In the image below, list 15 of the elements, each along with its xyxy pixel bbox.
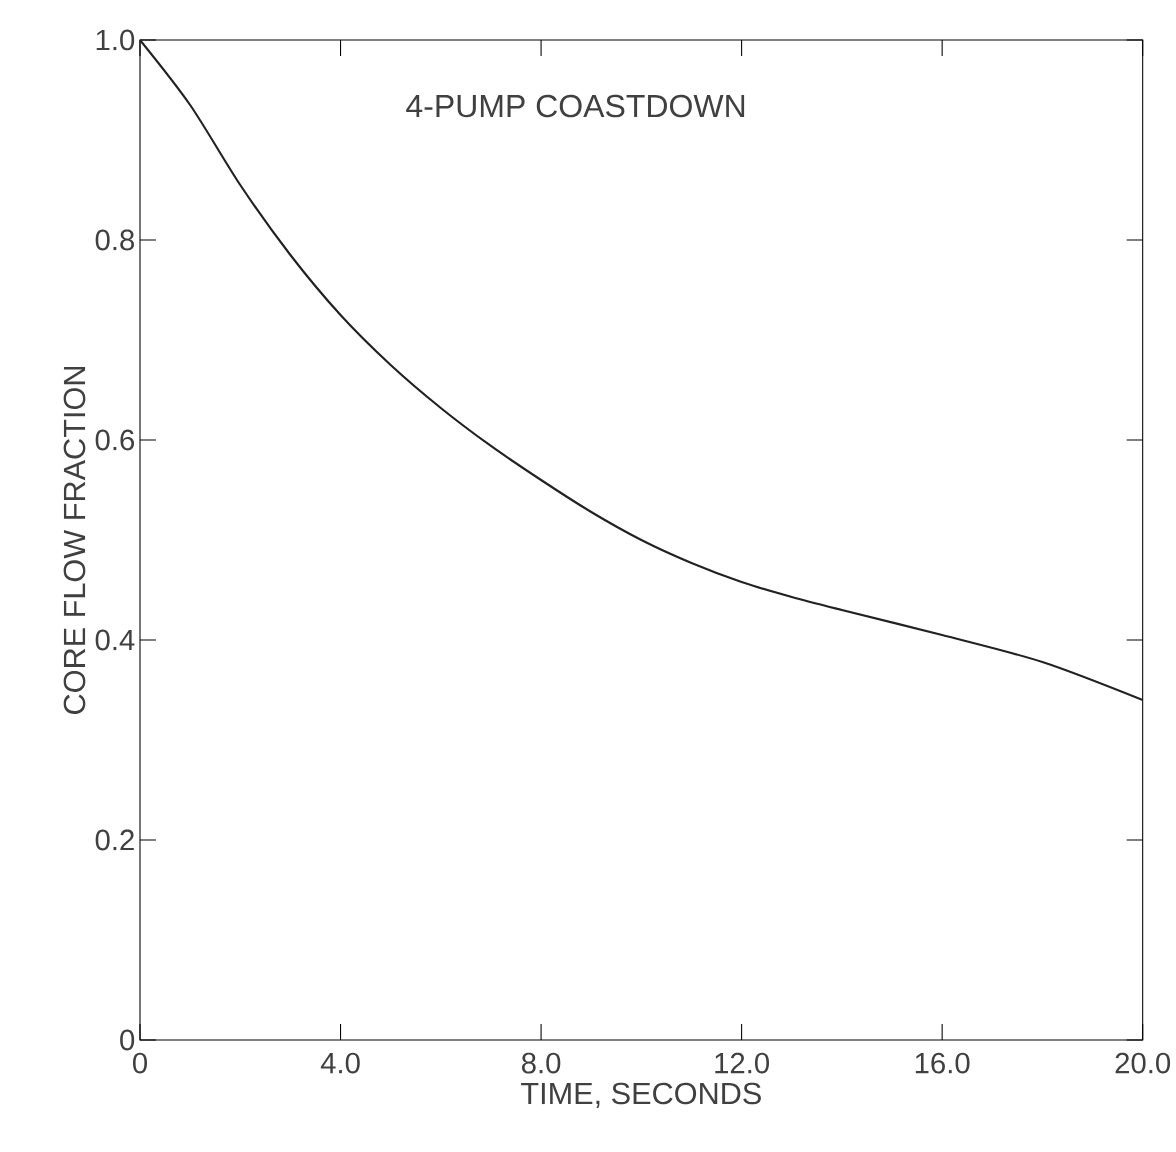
x-tick-label: 20.0 [1115, 1052, 1171, 1074]
y-tick-label: 0.6 [95, 429, 135, 451]
x-tick-label: 4.0 [320, 1052, 360, 1074]
y-tick-label: 1.0 [96, 29, 135, 51]
x-axis-title: TIME, SECONDS [521, 1082, 761, 1108]
x-tick-label: 8.0 [521, 1052, 561, 1074]
y-axis-title: CORE FLOW FRACTION [63, 367, 86, 714]
y-tick-label: 0.8 [95, 229, 135, 251]
annotation: 4-PUMP COASTDOWN [406, 94, 745, 118]
x-tick-label: 12.0 [715, 1052, 769, 1074]
x-tick-label: 16.0 [915, 1052, 970, 1074]
y-tick-label: 0 [120, 1029, 135, 1051]
y-tick-label: 0.2 [95, 829, 134, 851]
y-tick-label: 0.4 [95, 629, 135, 651]
line-series [140, 39, 1143, 702]
